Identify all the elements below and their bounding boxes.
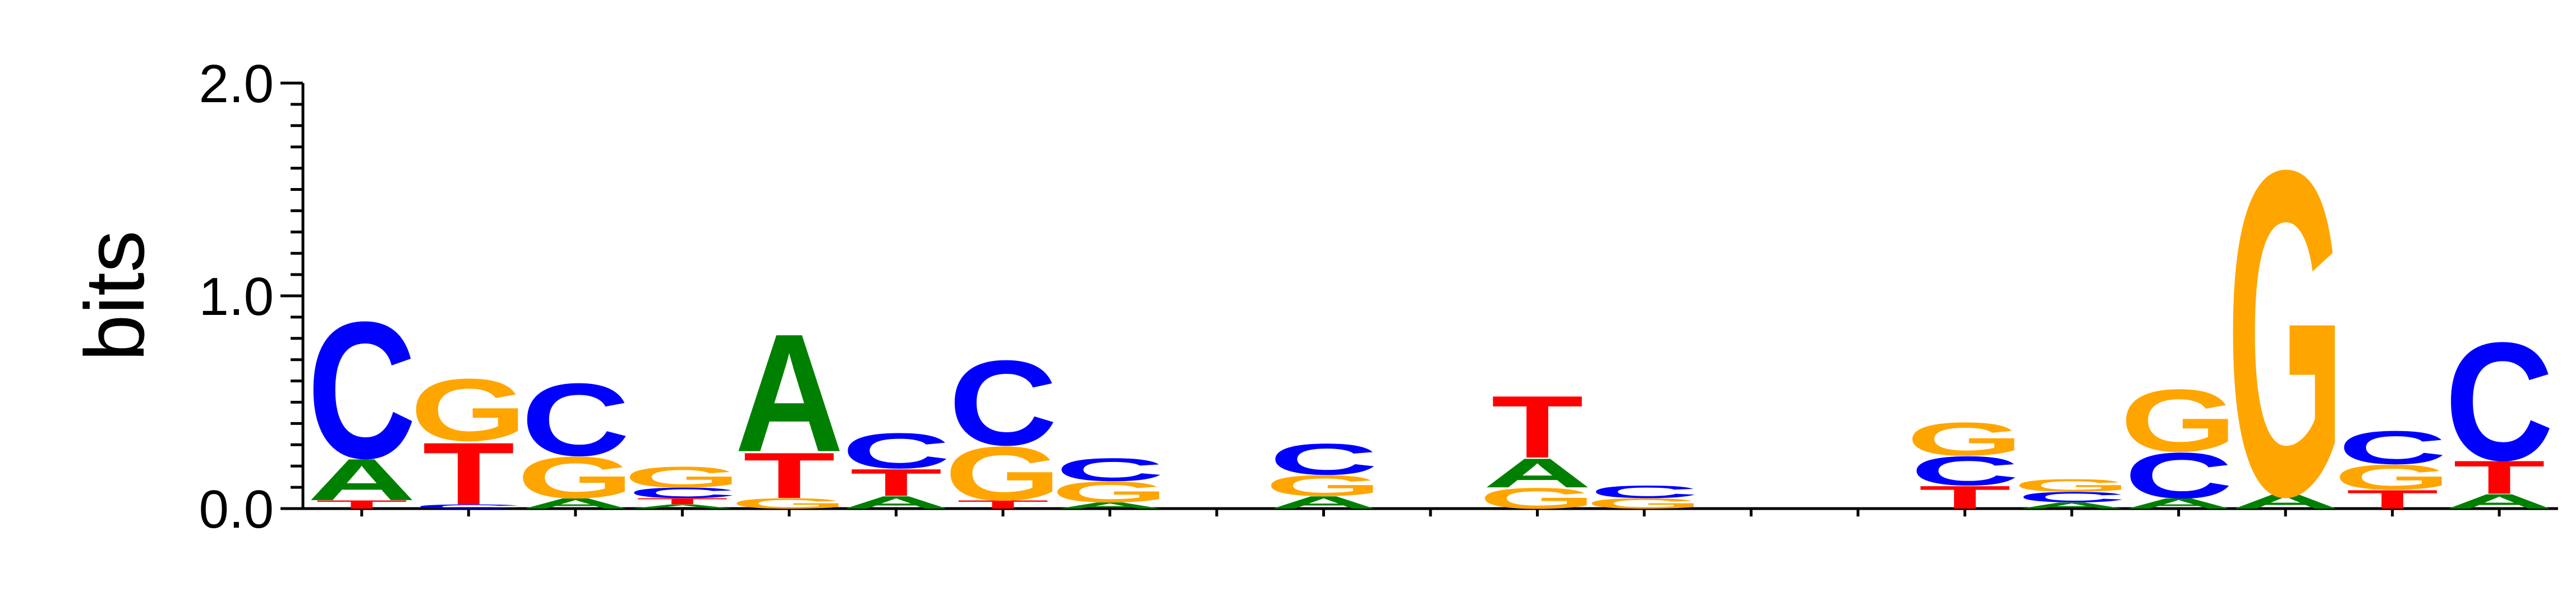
logo-letter-C: C xyxy=(841,423,950,479)
y-ticks: 0.0 1.0 2.0 xyxy=(199,54,303,539)
logo-letter-T: T xyxy=(2347,484,2439,514)
logo-letter-A: A xyxy=(841,492,950,512)
logo-letter-A: A xyxy=(2445,490,2554,513)
logo-letter-G: G xyxy=(2227,75,2344,593)
position-stack: CTG xyxy=(410,360,527,524)
logo-letter-C: C xyxy=(949,335,1057,471)
logo-letter-C: C xyxy=(1269,434,1378,484)
logo-letter-T: T xyxy=(1491,377,1583,477)
y-axis: bits xyxy=(67,83,305,509)
logo-letter-G: G xyxy=(1585,495,1703,511)
logo-letter-A: A xyxy=(735,299,844,487)
logo-letter-T: T xyxy=(743,439,835,511)
logo-letter-A: A xyxy=(2017,501,2126,511)
position-stack: GTA xyxy=(730,299,848,512)
logo-letter-T: T xyxy=(850,461,942,504)
logo-letter-T: T xyxy=(957,498,1049,511)
logo-letter-A: A xyxy=(2231,490,2340,513)
logo-letter-T: T xyxy=(636,496,728,506)
logo-letter-A: A xyxy=(1055,501,1164,511)
logo-letter-C: C xyxy=(2017,489,2126,505)
logo-letter-T: T xyxy=(422,424,514,523)
position-stack: ATC xyxy=(2445,308,2554,513)
logo-letter-G: G xyxy=(730,495,848,511)
logo-letter-G: G xyxy=(517,445,634,511)
logo-letter-C: C xyxy=(1590,482,1699,502)
logo-letter-G: G xyxy=(1906,413,2023,466)
position-stack: TGC xyxy=(944,335,1061,517)
logo-letter-C: C xyxy=(1055,452,1164,488)
logo-letter-G: G xyxy=(624,461,741,494)
y-axis-title: bits xyxy=(67,230,162,361)
y-tick-label: 2.0 xyxy=(199,54,274,114)
logo-letter-A: A xyxy=(521,495,630,511)
logo-letter-A: A xyxy=(628,504,737,510)
logo-letter-G: G xyxy=(1051,475,1169,509)
logo-letter-G: G xyxy=(944,431,1061,517)
logo-letter-T: T xyxy=(1919,479,2011,516)
logo-letter-G: G xyxy=(410,360,527,460)
logo-letter-A: A xyxy=(2124,495,2233,511)
logo-letter-A: A xyxy=(1269,492,1378,512)
position-stack: AGC xyxy=(517,362,634,511)
logo-letter-C: C xyxy=(521,362,630,477)
logo-letter-T: T xyxy=(2453,451,2545,504)
logo-letter-G: G xyxy=(2013,475,2131,495)
logo-letter-C: C xyxy=(2445,308,2554,496)
position-stack: GAT xyxy=(1479,377,1596,515)
logo-letter-C: C xyxy=(2124,439,2233,511)
position-stack: AGC xyxy=(1051,452,1169,511)
logo-letter-C: C xyxy=(414,504,523,510)
logo-letter-A: A xyxy=(1483,450,1591,496)
position-stack: AG xyxy=(2227,75,2344,593)
position-stack: ACG xyxy=(2013,475,2131,510)
logo-letter-G: G xyxy=(1265,469,1382,502)
x-ticks xyxy=(360,509,2501,516)
position-stack: GC xyxy=(1585,482,1703,512)
logo-letter-C: C xyxy=(628,484,737,501)
position-stack: TAC xyxy=(307,281,416,513)
logo-letter-A: A xyxy=(307,447,416,513)
position-stack: AGC xyxy=(1265,434,1382,512)
logo-letter-G: G xyxy=(2334,458,2451,497)
position-stack: ACG xyxy=(2120,370,2237,511)
logo-letter-C: C xyxy=(1910,447,2019,494)
logo-letter-C: C xyxy=(307,281,416,499)
logo-letter-G: G xyxy=(2120,370,2237,470)
y-tick-label: 0.0 xyxy=(199,479,274,539)
position-stack: TGC xyxy=(2334,422,2451,514)
logo-letter-C: C xyxy=(2338,422,2447,474)
position-stack: ATC xyxy=(841,423,950,513)
position-stack: TCG xyxy=(1906,413,2023,516)
logo-letter-G: G xyxy=(1479,482,1596,515)
y-tick-label: 1.0 xyxy=(199,267,274,327)
logo-letter-T: T xyxy=(316,498,408,511)
